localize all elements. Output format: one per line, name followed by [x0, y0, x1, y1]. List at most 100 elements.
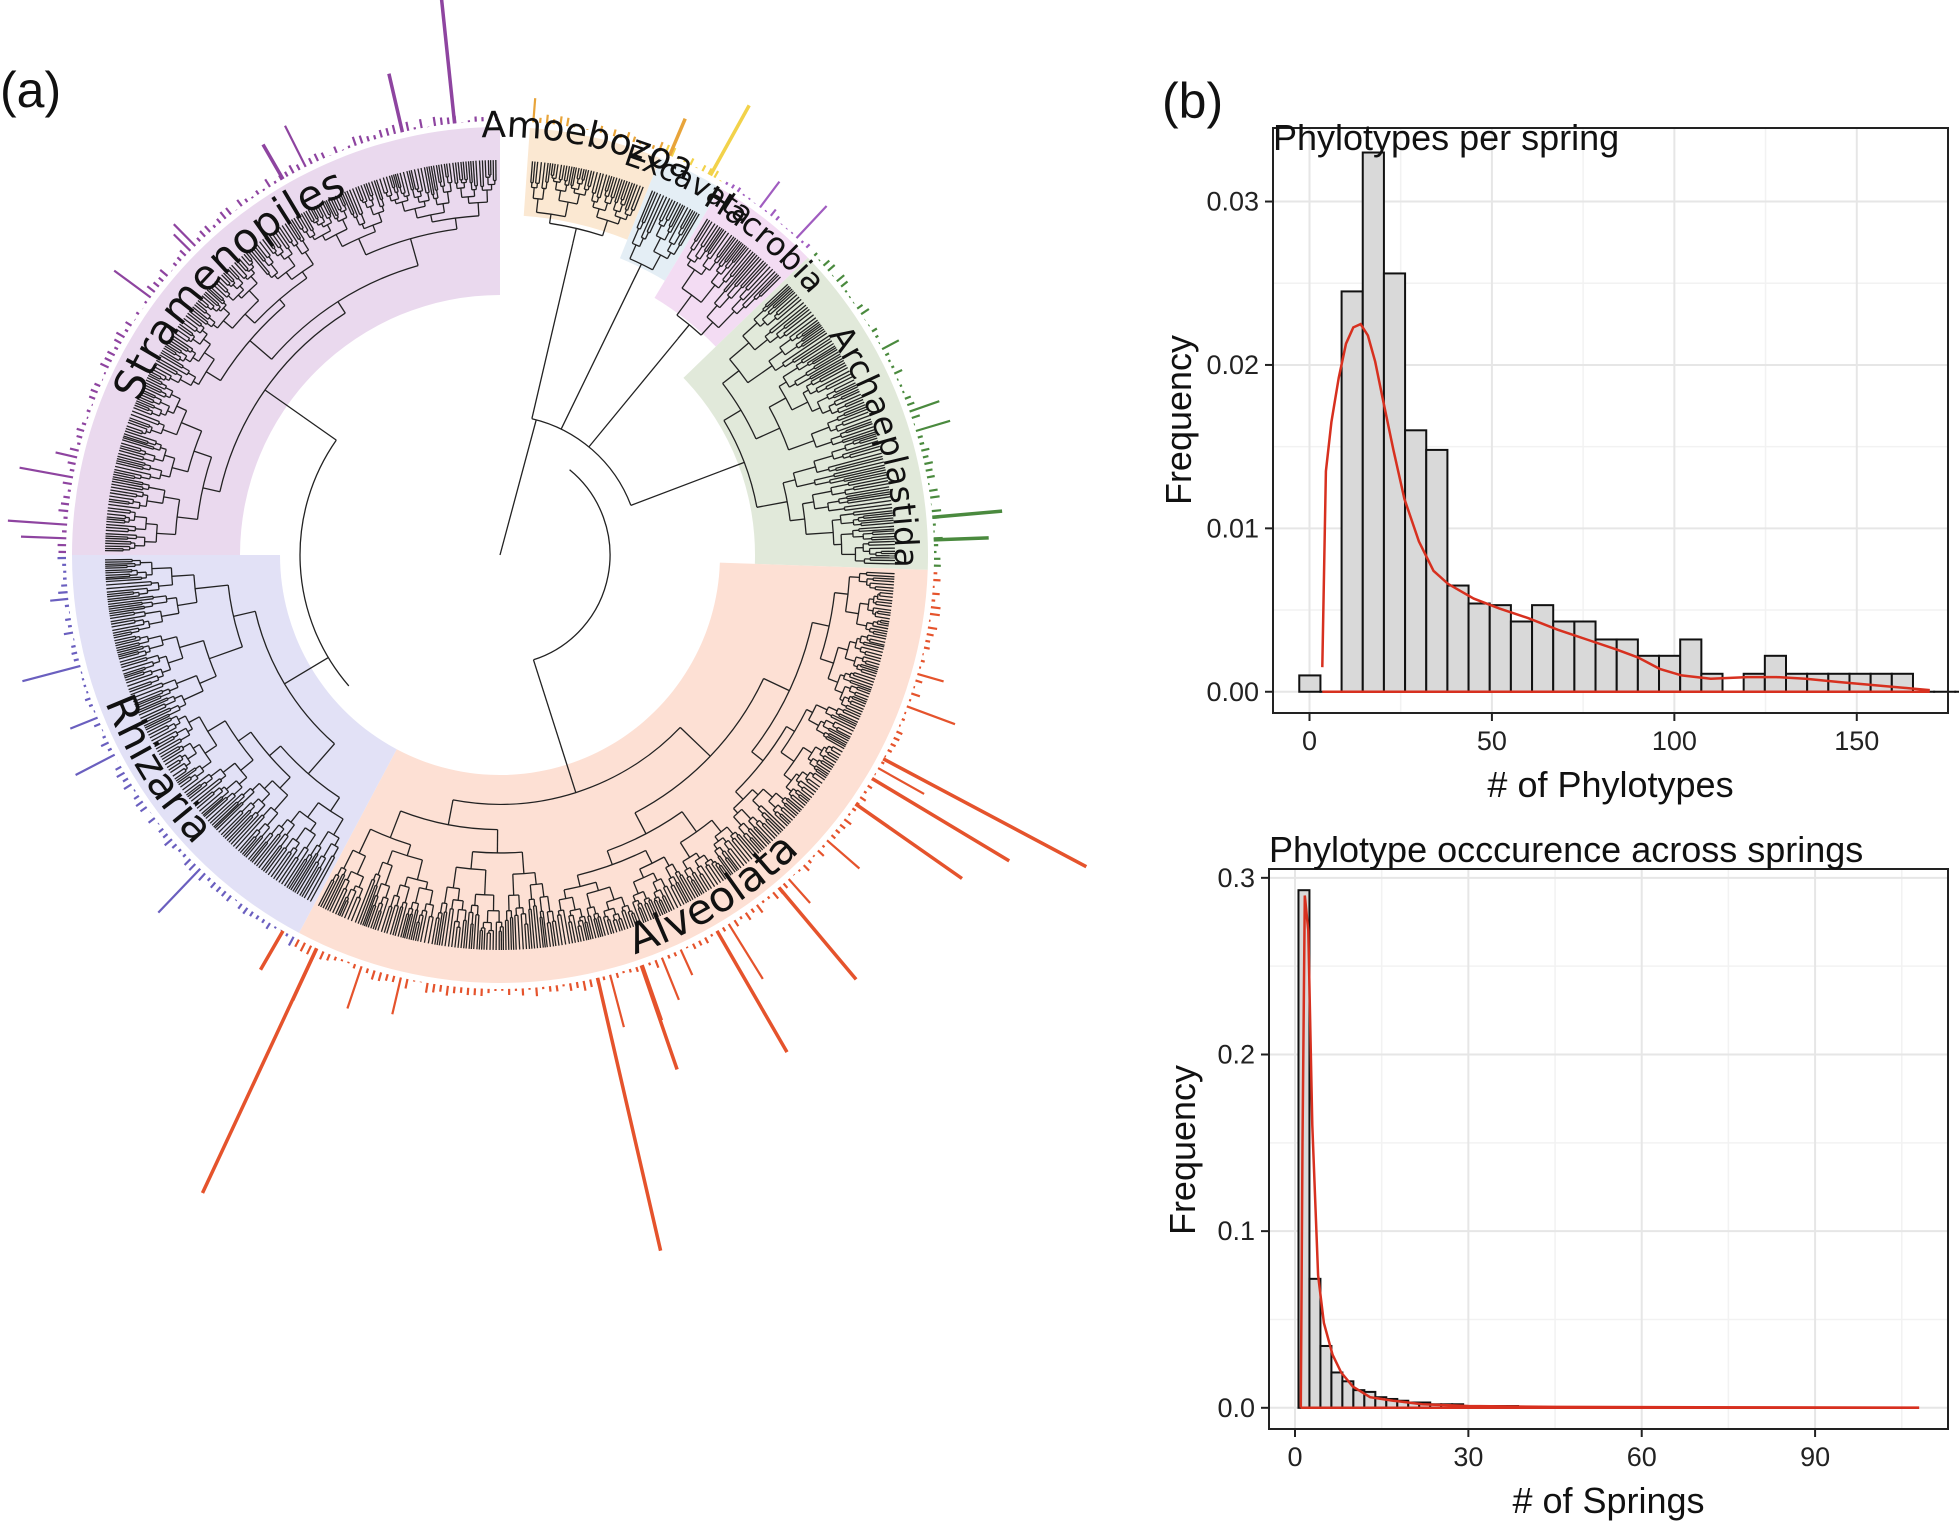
abundance-bar [766, 895, 771, 900]
tree-branch [782, 367, 799, 378]
abundance-bar [896, 378, 899, 381]
tree-branch [857, 686, 871, 693]
tree-branch [822, 757, 835, 766]
tree-branch [341, 901, 349, 918]
abundance-bar [255, 189, 260, 196]
density-curve [1299, 895, 1920, 1409]
tree-branch [841, 454, 845, 459]
tree-branch [153, 595, 167, 599]
tree-branch [187, 372, 196, 378]
tree-branch [179, 358, 184, 362]
abundance-bar [589, 979, 593, 988]
tree-branch [797, 784, 803, 789]
tree-branch [581, 920, 588, 941]
tree-branch [743, 835, 760, 854]
tree-branch [194, 791, 213, 807]
tree-branch [805, 367, 815, 374]
tree-branch [411, 188, 414, 191]
abundance-bar [225, 894, 232, 902]
tree-branch [316, 847, 322, 855]
tree-branch [558, 190, 562, 201]
tree-branch [828, 402, 836, 407]
tree-branch [164, 406, 171, 416]
tree-branch [849, 700, 852, 704]
tree-branch [177, 325, 192, 337]
abundance-bar [261, 143, 285, 180]
tree-branch [810, 359, 845, 380]
tree-branch [182, 366, 190, 372]
tree-branch [644, 902, 648, 905]
tree-branch [813, 767, 817, 771]
abundance-bar [249, 911, 254, 917]
tree-branch [205, 371, 221, 382]
tree-branch [558, 899, 562, 911]
tree-branch [734, 284, 737, 288]
abundance-bar [306, 945, 313, 955]
abundance-bar [439, 984, 443, 992]
tree-branch [187, 785, 202, 798]
tree-branch [118, 650, 139, 658]
tree-branch [655, 225, 662, 236]
tree-branch [222, 307, 231, 315]
tree-branch [621, 907, 624, 912]
tree-branch [716, 237, 737, 264]
tree-branch [206, 289, 224, 305]
abundance-bar [206, 877, 212, 882]
tree-branch [238, 777, 248, 785]
tree-branch [677, 870, 682, 876]
tree-branch [263, 780, 273, 790]
abundance-bar [689, 158, 695, 166]
tree-branch [476, 914, 480, 950]
abundance-bar [667, 954, 671, 959]
abundance-bar [673, 951, 678, 957]
tree-branch [730, 286, 743, 299]
tree-branch [188, 339, 192, 343]
tree-branch [295, 216, 304, 229]
tree-branch [280, 819, 289, 828]
tree-branch [122, 439, 154, 450]
tree-branch [475, 893, 494, 896]
tree-branch [144, 715, 170, 729]
tree-branch [693, 218, 709, 241]
abundance-bar [219, 211, 227, 220]
tree-branch [719, 461, 745, 473]
tree-branch [710, 272, 720, 283]
tree-branch [813, 480, 817, 486]
abundance-bar [625, 131, 631, 141]
tree-branch [802, 342, 834, 364]
tree-branch [470, 905, 473, 913]
abundance-bar [439, 117, 443, 126]
tree-branch [264, 389, 304, 418]
tree-branch [190, 308, 209, 323]
tree-branch [385, 886, 391, 899]
tree-branch [447, 799, 454, 825]
tree-branch [179, 754, 184, 760]
tree-branch [279, 776, 291, 789]
tree-branch [681, 287, 702, 303]
tree-branch [673, 884, 685, 905]
tree-branch [105, 526, 129, 530]
tree-branch [179, 758, 184, 762]
tree-branch [864, 651, 867, 655]
x-axis-title: # of Springs [1512, 1480, 1704, 1521]
tree-branch [605, 901, 610, 910]
tree-branch [745, 263, 768, 289]
tree-branch [160, 692, 171, 698]
tree-branch [162, 428, 177, 436]
tree-branch [547, 163, 552, 183]
tree-branch [853, 482, 889, 491]
tree-branch [145, 717, 171, 731]
tree-branch [175, 353, 182, 358]
tree-branch [456, 909, 460, 922]
abundance-bar [99, 362, 110, 369]
abundance-bar [236, 199, 243, 207]
tree-branch [844, 406, 867, 417]
abundance-bar [645, 143, 649, 147]
tree-branch [270, 806, 279, 814]
tree-branch [236, 282, 244, 290]
abundance-bar [667, 118, 687, 157]
tree-branch [615, 919, 621, 932]
tree-branch [849, 640, 857, 644]
tree-branch [105, 542, 131, 545]
tree-branch [828, 729, 849, 742]
